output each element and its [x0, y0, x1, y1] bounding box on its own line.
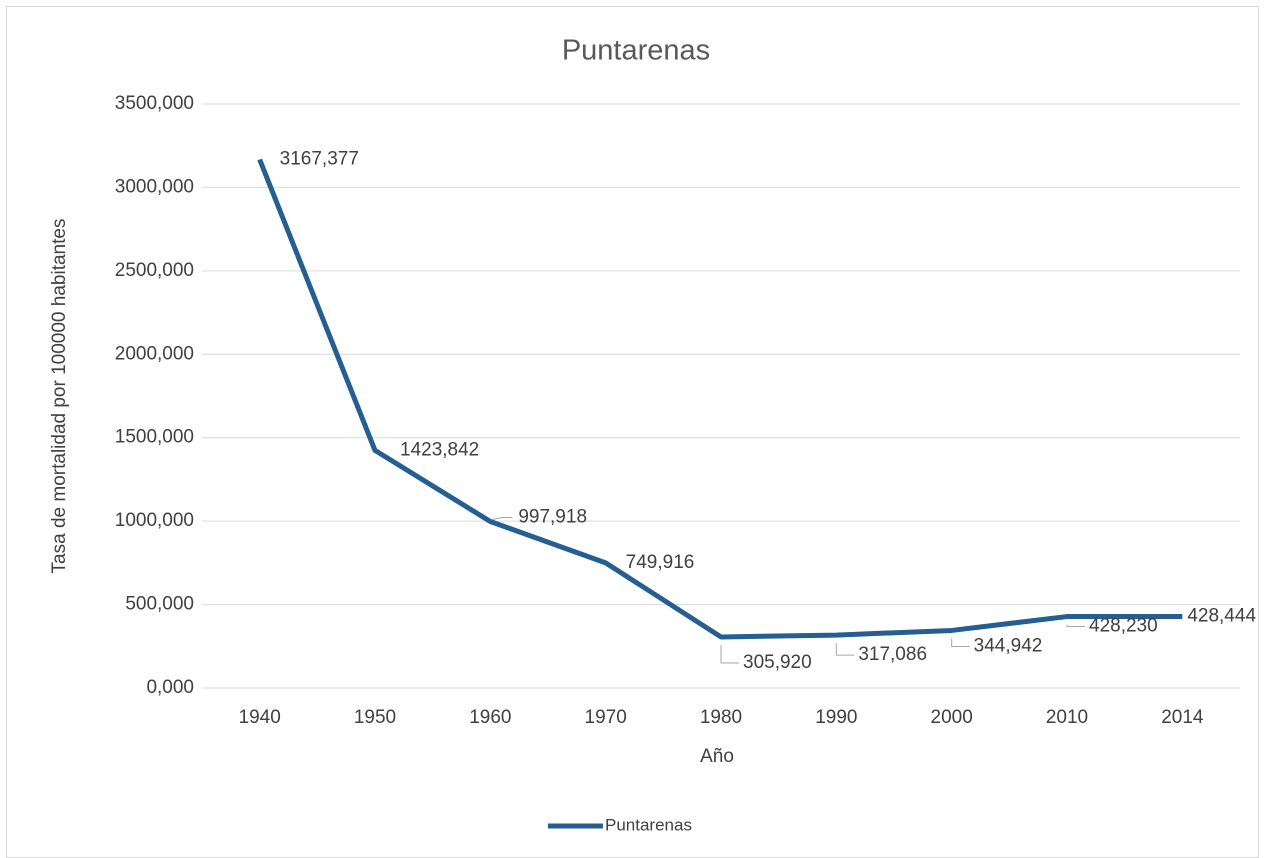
leader-line: [720, 644, 739, 664]
x-tick-label: 2014: [1161, 707, 1204, 728]
leader-line: [951, 638, 970, 647]
y-tick-label: 2000,000: [115, 343, 194, 364]
y-tick-label: 3000,000: [115, 176, 194, 197]
x-tick-label: 1950: [354, 707, 396, 728]
data-label: 749,916: [626, 552, 695, 573]
leader-line: [492, 516, 513, 520]
y-tick-label: 3500,000: [115, 93, 194, 114]
x-tick-label: 2010: [1046, 707, 1088, 728]
y-axis-title: Tasa de mortalidad por 100000 habitantes: [49, 219, 70, 574]
x-tick-label: 1970: [585, 707, 627, 728]
y-tick-label: 0,000: [146, 677, 194, 698]
data-label: 317,086: [858, 644, 927, 665]
legend-label: Puntarenas: [605, 815, 692, 834]
data-label: 428,444: [1187, 606, 1256, 627]
x-tick-label: 1980: [700, 707, 742, 728]
chart-title: Puntarenas: [562, 35, 710, 67]
x-axis-title: Año: [700, 746, 734, 767]
data-label: 305,920: [743, 652, 812, 673]
data-label: 1423,842: [400, 439, 479, 460]
data-label: 428,230: [1089, 616, 1158, 637]
y-tick-label: 500,000: [125, 594, 194, 615]
x-tick-label: 1960: [469, 707, 511, 728]
y-tick-label: 1500,000: [115, 427, 194, 448]
y-tick-label: 1000,000: [115, 510, 194, 531]
x-tick-label: 2000: [931, 707, 973, 728]
data-label: 997,918: [518, 507, 587, 528]
data-line: [257, 158, 1183, 640]
x-tick-label: 1990: [815, 707, 857, 728]
leader-line: [835, 643, 855, 656]
data-label: 3167,377: [280, 149, 359, 170]
leader-line: [1066, 624, 1085, 628]
chart-border: [6, 6, 1259, 858]
x-tick-label: 1940: [239, 707, 281, 728]
y-tick-label: 2500,000: [115, 260, 194, 281]
data-label: 344,942: [974, 635, 1043, 656]
